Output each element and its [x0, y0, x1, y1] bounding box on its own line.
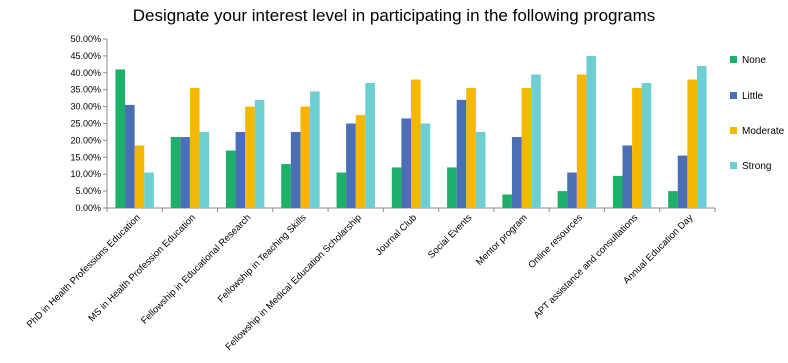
- bar-moderate: [355, 115, 366, 208]
- legend-swatch-moderate: [730, 127, 737, 134]
- bar-strong: [586, 55, 597, 209]
- y-tick-label: 10.00%: [70, 169, 101, 179]
- legend-swatch-strong: [730, 162, 737, 169]
- y-tick-label: 45.00%: [70, 51, 101, 61]
- bar-none: [336, 172, 347, 208]
- y-tick-label: 5.00%: [75, 186, 101, 196]
- y-tick-label: 35.00%: [70, 85, 101, 95]
- bar-little: [456, 99, 467, 208]
- bar-moderate: [632, 88, 642, 208]
- bar-little: [290, 131, 301, 208]
- bar-moderate: [411, 79, 421, 208]
- bar-little: [677, 155, 688, 208]
- y-tick-label: 50.00%: [70, 34, 101, 44]
- y-tick-label: 20.00%: [70, 135, 101, 145]
- bar-none: [170, 137, 181, 208]
- bar-little: [511, 137, 522, 208]
- bar-moderate: [687, 79, 697, 208]
- bar-little: [180, 137, 190, 208]
- category-label: Journal Club: [374, 212, 419, 257]
- bar-none: [668, 191, 678, 208]
- bar-strong: [696, 66, 707, 208]
- legend-label-strong: Strong: [742, 161, 771, 172]
- legend-swatch-none: [730, 56, 737, 63]
- bar-strong: [199, 131, 210, 208]
- bar-none: [447, 167, 457, 208]
- bar-none: [391, 167, 402, 208]
- bar-moderate: [521, 88, 532, 208]
- bar-little: [401, 118, 411, 208]
- category-label: PhD in Health Professions Education: [25, 212, 143, 330]
- y-tick-label: 0.00%: [75, 203, 101, 213]
- category-label: APT assistance and consultations: [532, 212, 641, 321]
- category-label: MS in Health Profession Education: [86, 212, 198, 324]
- bar-little: [567, 172, 577, 208]
- y-tick-label: 40.00%: [70, 68, 101, 78]
- bar-strong: [310, 91, 320, 208]
- bar-little: [346, 123, 356, 208]
- bar-moderate: [134, 145, 145, 208]
- bar-none: [502, 194, 512, 208]
- bar-strong: [254, 99, 265, 208]
- bar-none: [115, 69, 126, 208]
- bar-little: [235, 131, 246, 208]
- category-label: Fellowship in Teaching Skills: [216, 212, 309, 305]
- bar-little: [125, 104, 135, 208]
- category-label: Social Events: [426, 212, 475, 261]
- bar-none: [225, 150, 236, 208]
- legend-label-moderate: Moderate: [742, 126, 785, 137]
- category-label: Mentor program: [474, 212, 530, 268]
- bar-moderate: [189, 88, 200, 208]
- y-tick-label: 15.00%: [70, 152, 101, 162]
- bar-moderate: [245, 106, 255, 208]
- bar-none: [612, 175, 623, 208]
- bar-none: [557, 191, 568, 208]
- legend-label-none: None: [742, 55, 766, 66]
- category-label: Online resources: [526, 212, 585, 271]
- bar-none: [281, 164, 291, 208]
- bar-moderate: [576, 74, 587, 209]
- category-label: Fellowship in Educational Research: [139, 212, 253, 326]
- bar-strong: [475, 131, 486, 208]
- bar-strong: [144, 172, 154, 208]
- bar-moderate: [300, 106, 311, 208]
- bar-strong: [641, 82, 652, 208]
- bar-strong: [420, 123, 431, 208]
- y-tick-label: 25.00%: [70, 119, 101, 129]
- bar-little: [622, 145, 633, 208]
- legend-label-little: Little: [742, 91, 764, 102]
- legend-swatch-little: [730, 92, 737, 99]
- bar-moderate: [466, 88, 476, 208]
- chart-title: Designate your interest level in partici…: [132, 6, 656, 25]
- bar-strong: [531, 74, 541, 209]
- bar-strong: [365, 82, 375, 208]
- y-tick-label: 30.00%: [70, 102, 101, 112]
